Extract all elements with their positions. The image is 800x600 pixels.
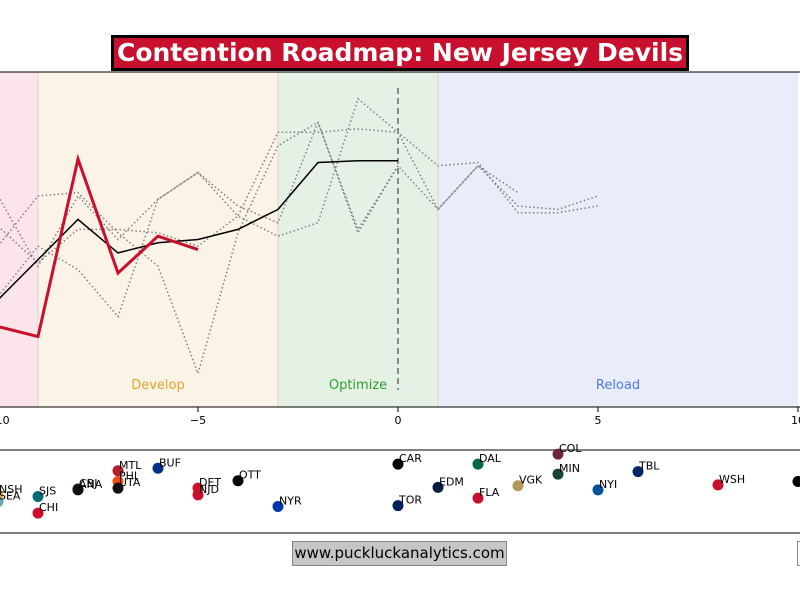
axes: −10 −5 0 5 10 (0, 71, 800, 427)
team-point-buf (152, 462, 164, 474)
team-label-ana: ANA (79, 478, 103, 491)
team-label-nyi: NYI (599, 478, 617, 491)
team-label-det: DET (199, 476, 221, 489)
team-label-phi: PHI (119, 470, 137, 483)
phase-bands: Develop Optimize Reload (0, 72, 798, 407)
team-label-ott: OTT (239, 469, 261, 482)
team-label-njd: NJD (199, 483, 219, 496)
phase-label-reload: Reload (596, 378, 640, 393)
team-label-nsh: NSH (0, 483, 22, 496)
team-point-chi (32, 507, 44, 519)
team-point-car (392, 458, 404, 470)
team-label-fla: FLA (479, 486, 500, 499)
team-label-nyr: NYR (279, 494, 302, 507)
phase-label-optimize: Optimize (329, 378, 387, 393)
average-trajectory-line (0, 160, 398, 299)
comparable-trajectory-line (0, 97, 519, 264)
team-label-sjs: SJS (39, 484, 56, 497)
team-label-cbj: CBJ (79, 477, 97, 490)
team-point-tor (392, 500, 404, 512)
team-label-wsh: WSH (719, 473, 745, 486)
team-point-nyr (272, 500, 284, 512)
team-point-edm (432, 481, 444, 493)
team-label-vgk: VGK (519, 474, 543, 487)
team-point-nyi (592, 484, 604, 496)
team-label-sea: SEA (0, 489, 21, 502)
team-point-mtl (112, 465, 124, 477)
team-point-dal (472, 458, 484, 470)
team-point-ana (72, 484, 84, 496)
team-label-mtl: MTL (119, 459, 142, 472)
footer-website: www.puckluckanalytics.com (292, 541, 507, 566)
team-point-ott (232, 475, 244, 487)
team-label-car: CAR (399, 452, 422, 465)
team-point-sjs (32, 490, 44, 502)
team-label-dal: DAL (479, 452, 502, 465)
team-point-tbl (632, 466, 644, 478)
team-point (792, 476, 800, 488)
x-tick-label: 10 (791, 414, 800, 427)
team-point-fla (472, 492, 484, 504)
corner-box (797, 541, 800, 566)
team-point-uta (112, 482, 124, 494)
chart-title: Contention Roadmap: New Jersey Devils (111, 35, 689, 71)
team-point-vgk (512, 480, 524, 492)
phase-band-develop (38, 72, 278, 407)
x-tick-label: 5 (595, 414, 602, 427)
comparable-trajectory-line (0, 128, 599, 319)
team-point-min (552, 468, 564, 480)
team-label-uta: UTA (119, 476, 141, 489)
team-label-edm: EDM (439, 475, 464, 488)
team-point-njd (192, 489, 204, 501)
team-label-tbl: TBL (638, 460, 660, 473)
devils-trajectory-line (0, 153, 199, 339)
x-tick-label: −5 (190, 414, 206, 427)
team-label-min: MIN (559, 462, 580, 475)
phase-band-optimize (278, 72, 438, 407)
x-tick-label: 0 (395, 414, 402, 427)
team-label-chi: CHI (39, 501, 58, 514)
team-point-sea (0, 496, 4, 507)
team-point-col (552, 448, 564, 460)
team-label-buf: BUF (159, 456, 181, 469)
x-tick-label: −10 (0, 414, 10, 427)
comparable-trajectory-line (0, 120, 399, 268)
team-label-col: COL (559, 442, 582, 455)
team-label-tor: TOR (398, 494, 422, 507)
phase-band-reload (438, 72, 798, 407)
phase-band-start (0, 72, 38, 407)
phase-label-develop: Develop (131, 378, 185, 393)
team-point-wsh (712, 479, 724, 491)
trajectory-series (0, 97, 599, 376)
